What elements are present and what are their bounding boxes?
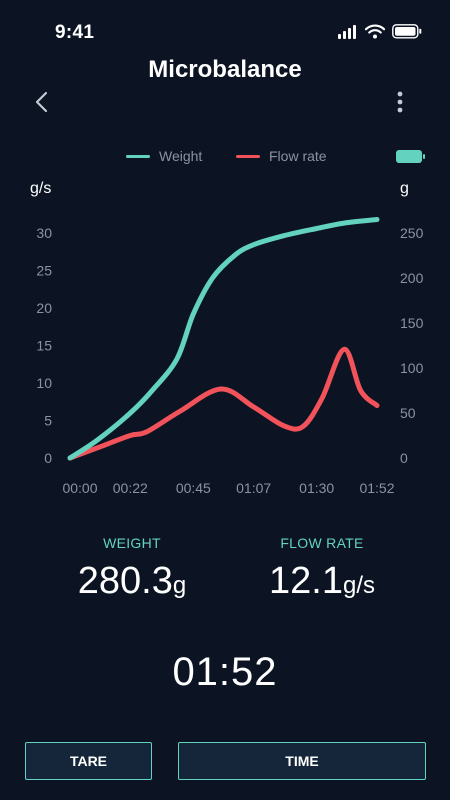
page-title: Microbalance	[148, 56, 302, 83]
chevron-left-icon	[35, 91, 48, 113]
right-axis-tick-label: 50	[400, 405, 416, 421]
status-icons	[338, 24, 422, 39]
right-axis-tick-label: 150	[400, 315, 424, 331]
right-axis-tick-label: 250	[400, 225, 424, 241]
flow-rate-label: FLOW RATE	[280, 535, 364, 551]
legend-flow-rate: Flow rate	[236, 148, 327, 164]
right-axis-unit: g	[400, 180, 409, 197]
weight-unit: g	[172, 572, 187, 599]
x-axis-tick-label: 01:07	[236, 480, 271, 496]
right-axis-tick-label: 200	[400, 270, 424, 286]
left-axis-tick-label: 30	[36, 225, 52, 241]
left-axis-unit: g/s	[30, 180, 52, 197]
left-axis-tick-label: 5	[44, 413, 52, 429]
weight-series-line	[67, 217, 380, 461]
flow-rate-series-line	[67, 346, 380, 461]
legend-weight: Weight	[126, 148, 202, 164]
status-bar: 9:41	[0, 0, 450, 60]
legend-weight-swatch	[126, 154, 150, 158]
signal-icon	[338, 24, 356, 39]
battery-icon	[392, 24, 422, 39]
left-axis-tick-label: 25	[36, 263, 52, 279]
weight-value: 280.3g	[52, 560, 212, 603]
right-axis-tick-label: 0	[400, 450, 408, 466]
flow-rate-value: 12.1g/s	[242, 560, 402, 603]
more-options-button[interactable]	[390, 88, 410, 116]
chart-legend: Weight Flow rate	[0, 148, 450, 166]
x-axis-tick-label: 00:00	[62, 480, 97, 496]
x-axis-tick-label: 00:45	[176, 480, 211, 496]
wifi-icon	[365, 24, 385, 39]
time-button[interactable]: TIME	[178, 742, 426, 780]
legend-flow-rate-label: Flow rate	[269, 148, 327, 164]
x-axis-tick-label: 01:30	[299, 480, 334, 496]
more-vertical-icon	[397, 91, 403, 113]
elapsed-timer: 01:52	[172, 650, 278, 694]
weight-label: WEIGHT	[103, 535, 161, 551]
right-axis-tick-label: 100	[400, 360, 424, 376]
x-axis-tick-label: 00:22	[113, 480, 148, 496]
left-axis-tick-label: 10	[36, 375, 52, 391]
left-axis-tick-label: 0	[44, 450, 52, 466]
flow-rate-number: 12.1	[269, 560, 343, 602]
x-axis-tick-label: 01:52	[359, 480, 394, 496]
legend-flow-rate-swatch	[236, 154, 260, 158]
tare-button[interactable]: TARE	[25, 742, 152, 780]
left-axis-tick-label: 20	[36, 300, 52, 316]
scale-battery-icon	[396, 150, 425, 163]
weight-number: 280.3	[77, 560, 173, 602]
flow-rate-unit: g/s	[342, 572, 375, 599]
legend-weight-label: Weight	[159, 148, 203, 164]
back-button[interactable]	[28, 88, 56, 116]
left-axis-tick-label: 15	[36, 338, 52, 354]
weight-flow-chart: 0 5 10 15 20 25 30 0 50 100 150 200 250 00:00 00:22 00:…	[36, 217, 424, 496]
status-time: 9:41	[55, 22, 95, 43]
